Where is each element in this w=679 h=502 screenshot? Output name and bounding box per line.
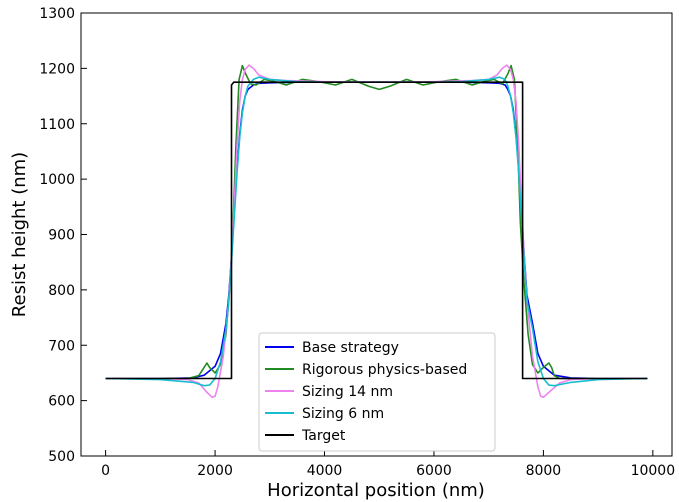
y-tick-label: 1300 [39, 6, 75, 22]
legend: Base strategy Rigorous physics-based Sizin… [258, 332, 496, 452]
legend-box [258, 332, 496, 452]
legend-entry-label: Rigorous physics-based [302, 362, 467, 378]
x-tick-label: 4000 [307, 463, 343, 479]
x-axis-label: Horizontal position (nm) [267, 480, 485, 501]
x-tick-label: 2000 [197, 463, 233, 479]
y-tick-label: 1200 [39, 61, 75, 77]
legend-entry-label: Sizing 14 nm [302, 384, 393, 400]
legend-entry-label: Base strategy [302, 340, 399, 356]
y-tick-label: 500 [48, 449, 75, 465]
y-axis-label: Resist height (nm) [9, 152, 30, 317]
x-axis-ticks: 0 2000 4000 6000 8000 10000 [101, 450, 675, 479]
x-tick-label: 10000 [631, 463, 676, 479]
y-tick-label: 700 [48, 338, 75, 354]
legend-entry-label: Sizing 6 nm [302, 406, 384, 422]
y-tick-label: 800 [48, 283, 75, 299]
y-tick-label: 1000 [39, 172, 75, 188]
x-tick-label: 0 [101, 463, 110, 479]
series-line-4 [105, 81, 648, 380]
series-lines [105, 64, 648, 399]
x-tick-label: 6000 [416, 463, 452, 479]
legend-entry-label: Target [301, 428, 346, 444]
y-tick-label: 1100 [39, 117, 75, 133]
y-tick-label: 600 [48, 394, 75, 410]
y-axis-ticks: 500 600 700 800 900 1000 1100 1200 1300 [39, 6, 87, 465]
y-tick-label: 900 [48, 228, 75, 244]
x-tick-label: 8000 [526, 463, 562, 479]
